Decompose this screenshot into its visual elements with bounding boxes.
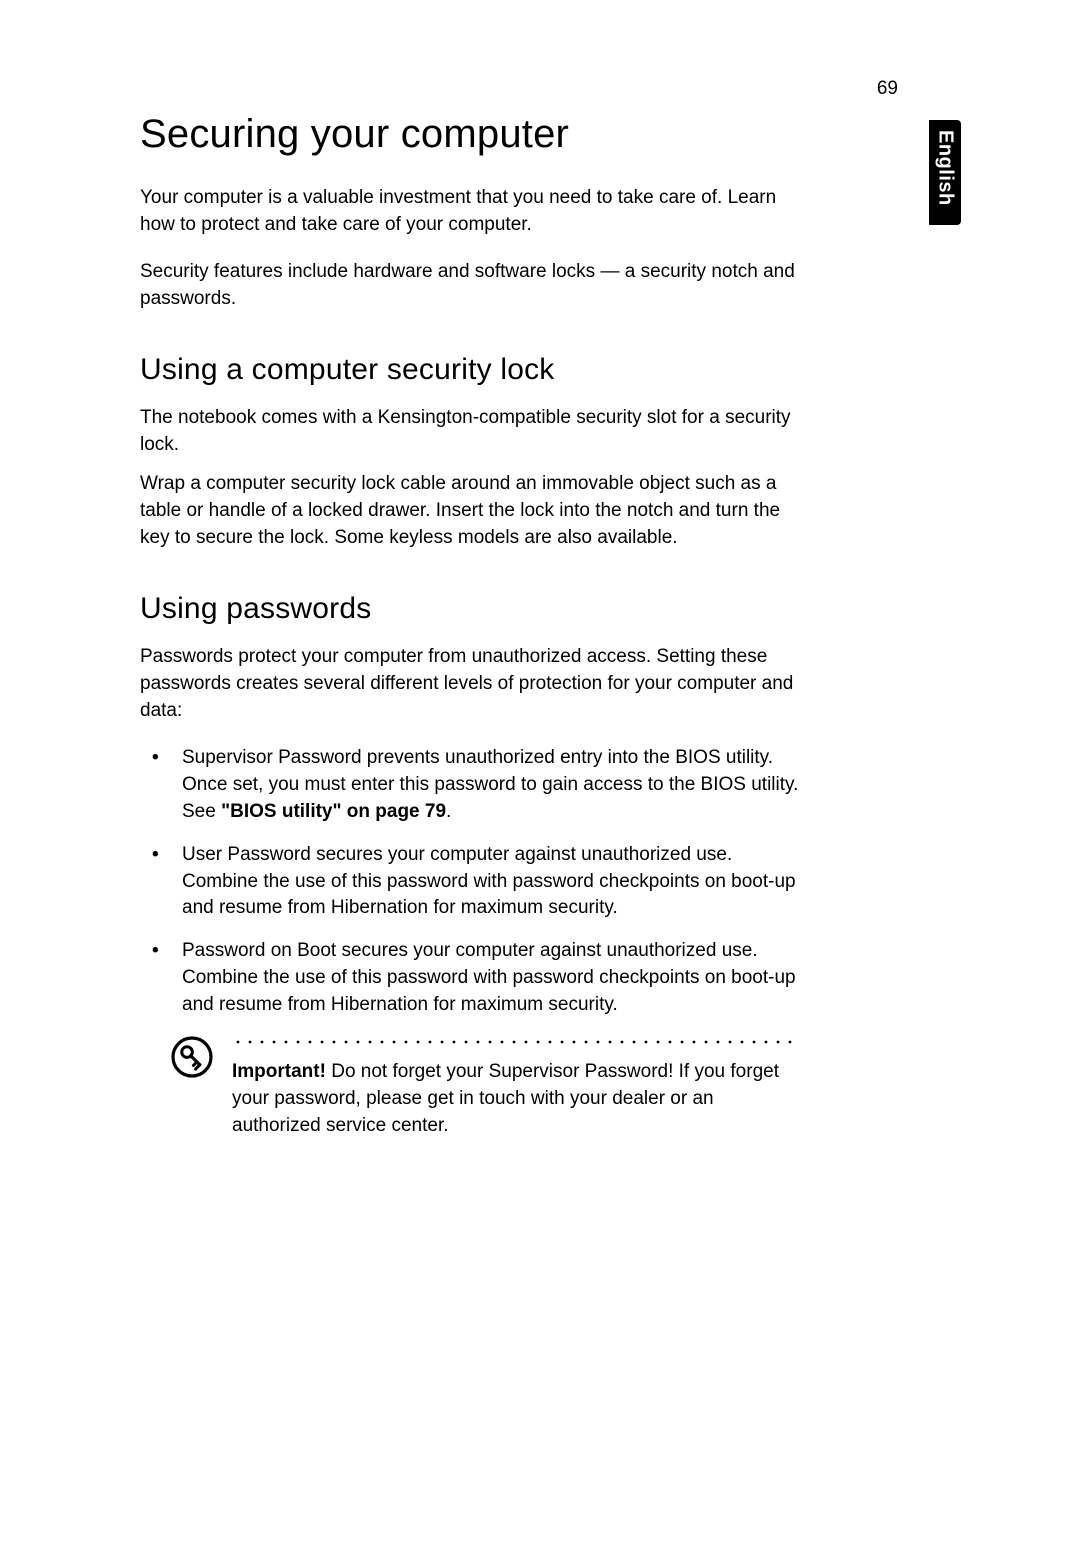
intro-paragraph-2: Security features include hardware and s… — [140, 259, 800, 313]
note-body: Important! Do not forget your Supervisor… — [232, 1035, 800, 1140]
section2-intro: Passwords protect your computer from una… — [140, 644, 800, 725]
page-number: 69 — [877, 78, 898, 100]
list-item: Supervisor Password prevents unauthorize… — [140, 745, 800, 826]
language-tab: English — [929, 120, 961, 225]
page-title: Securing your computer — [140, 112, 800, 157]
section1-paragraph-1: The notebook comes with a Kensington-com… — [140, 405, 800, 459]
intro-paragraph-1: Your computer is a valuable investment t… — [140, 185, 800, 239]
important-note: Important! Do not forget your Supervisor… — [140, 1035, 800, 1140]
bullet-1-bold-ref: "BIOS utility" on page 79 — [221, 801, 446, 822]
document-page: 69 English Securing your computer Your c… — [0, 0, 1080, 1549]
list-item: User Password secures your computer agai… — [140, 842, 800, 923]
note-text: Important! Do not forget your Supervisor… — [232, 1059, 800, 1140]
page-content: Securing your computer Your computer is … — [140, 70, 800, 1140]
key-icon — [170, 1035, 214, 1079]
dotted-divider — [232, 1037, 800, 1047]
list-item: Password on Boot secures your computer a… — [140, 938, 800, 1019]
section-heading-passwords: Using passwords — [140, 592, 800, 626]
section1-paragraph-2: Wrap a computer security lock cable arou… — [140, 471, 800, 552]
section-heading-security-lock: Using a computer security lock — [140, 353, 800, 387]
bullet-1-post: . — [446, 801, 451, 822]
password-types-list: Supervisor Password prevents unauthorize… — [140, 745, 800, 1020]
note-important-label: Important! — [232, 1061, 326, 1082]
